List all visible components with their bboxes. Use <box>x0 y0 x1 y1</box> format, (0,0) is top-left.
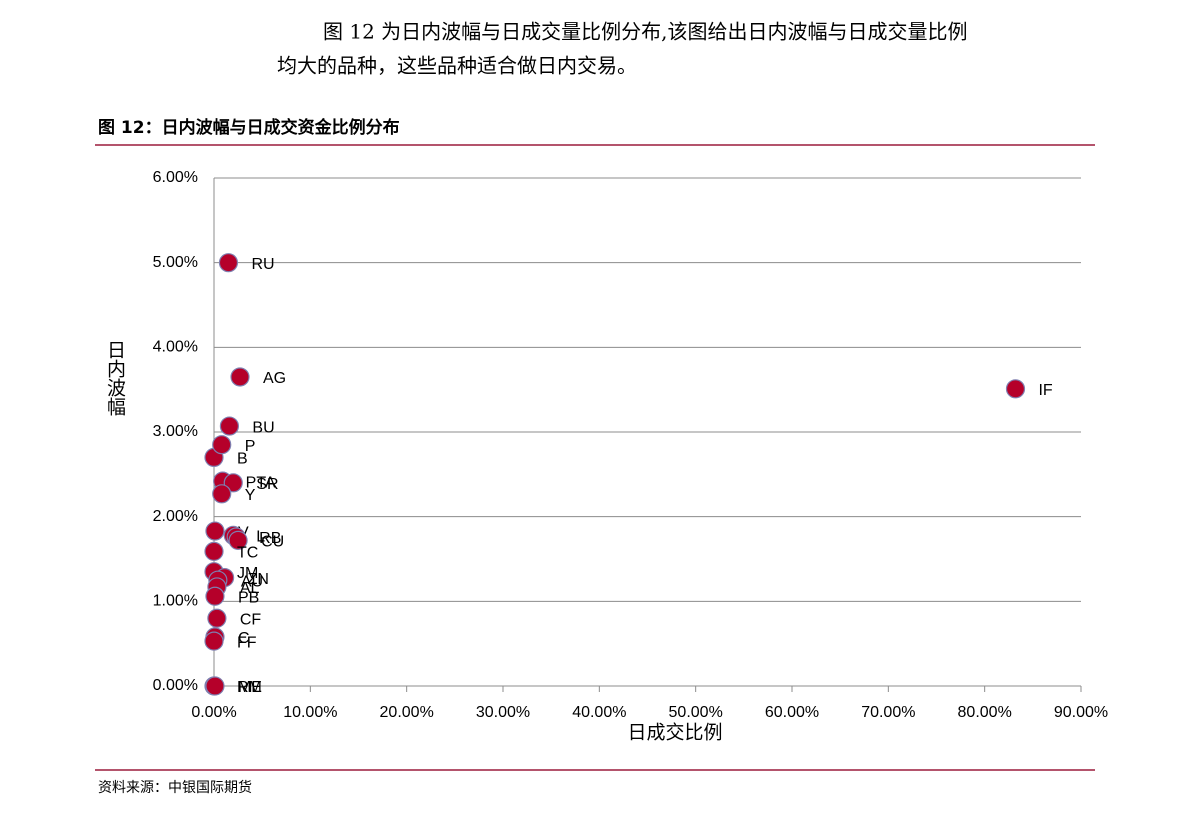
x-tick-label: 20.00% <box>380 704 434 721</box>
point-label: AG <box>263 370 286 387</box>
point <box>228 530 248 550</box>
point-label: CF <box>240 611 262 628</box>
y-tick-label: 6.00% <box>153 169 198 186</box>
point <box>205 586 225 606</box>
point <box>205 676 225 696</box>
point <box>205 521 225 541</box>
paragraph-line: 图 12 为日内波幅与日成交量比例分布,该图给出日内波幅与日成交量比例 <box>323 20 968 44</box>
point-label: B <box>237 451 248 468</box>
x-tick-label: 30.00% <box>476 704 530 721</box>
point-label: RU <box>251 256 274 273</box>
point-label: Y <box>245 487 256 504</box>
point <box>204 541 224 561</box>
x-tick-label: 40.00% <box>572 704 626 721</box>
y-tick-label: 5.00% <box>153 254 198 271</box>
y-tick-label: 0.00% <box>153 677 198 694</box>
point <box>230 367 250 387</box>
y-tick-label: 2.00% <box>153 508 198 525</box>
point-label: BU <box>252 419 274 436</box>
point <box>1005 379 1026 399</box>
point-label: L <box>256 529 265 546</box>
point-label: TC <box>237 545 258 562</box>
point <box>223 473 243 493</box>
point <box>207 608 227 628</box>
point <box>204 631 224 651</box>
x-tick-label: 50.00% <box>669 704 723 721</box>
point-label: RM <box>237 679 262 696</box>
y-axis-title: 日内波幅 <box>104 340 126 416</box>
point <box>219 416 240 436</box>
point-label: CU <box>261 534 284 551</box>
point-label: PTA <box>246 474 276 491</box>
point-label: AU <box>241 573 263 590</box>
point <box>212 435 232 455</box>
x-tick-label: 80.00% <box>958 704 1012 721</box>
point-label: IF <box>1038 382 1052 399</box>
point-label: JM <box>237 565 258 582</box>
x-tick-label: 60.00% <box>765 704 819 721</box>
x-axis-title: 日成交比例 <box>627 722 722 744</box>
x-tick-label: 90.00% <box>1054 704 1108 721</box>
point <box>212 484 232 504</box>
x-tick-label: 10.00% <box>283 704 337 721</box>
point-label: C <box>238 630 250 647</box>
figure-title: 图 12：日内波幅与日成交资金比例分布 <box>98 117 400 138</box>
point-label: SR <box>256 476 278 493</box>
point-label: PB <box>238 589 259 606</box>
source: 资料来源：中银国际期货 <box>98 779 252 796</box>
point-label: RB <box>259 530 281 547</box>
point-label: P <box>245 438 256 455</box>
x-tick-label: 70.00% <box>861 704 915 721</box>
y-tick-label: 1.00% <box>153 593 198 610</box>
point-label: ME <box>238 679 262 696</box>
point-label: FF <box>237 634 257 651</box>
y-tick-label: 4.00% <box>153 339 198 356</box>
x-tick-label: 0.00% <box>191 704 236 721</box>
point-label: ZN <box>248 571 269 588</box>
paragraph-line: 均大的品种，这些品种适合做日内交易。 <box>277 54 637 78</box>
y-tick-label: 3.00% <box>153 423 198 440</box>
point <box>218 253 239 273</box>
point-label: AL <box>240 580 260 597</box>
